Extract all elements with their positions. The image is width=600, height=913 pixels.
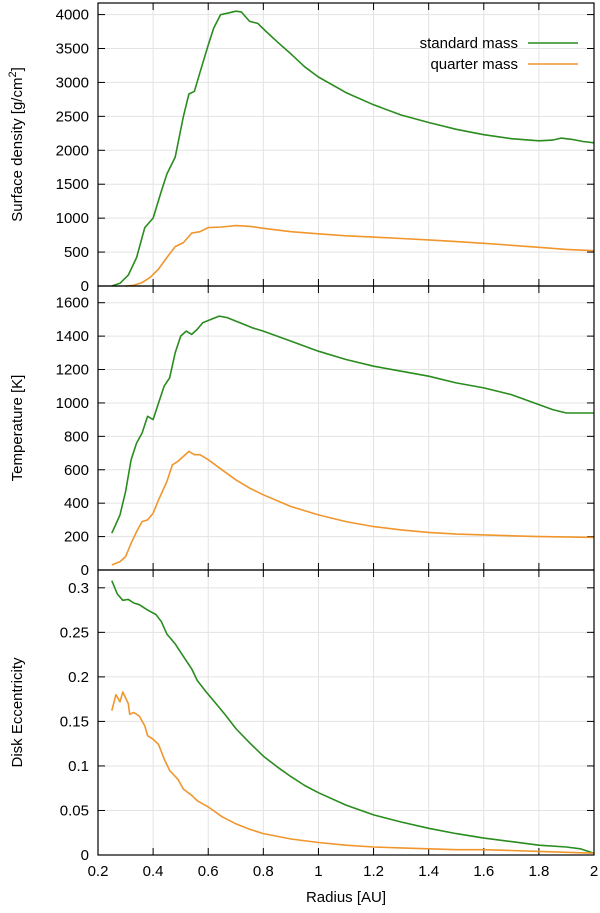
series-line-quarter-mass — [125, 224, 595, 287]
y-tick-label: 1200 — [56, 362, 89, 379]
x-tick-label: 2 — [590, 863, 598, 880]
y-tick-label: 0.05 — [60, 802, 89, 819]
y-tick-label: 400 — [64, 495, 89, 512]
x-tick-label: 1 — [314, 863, 322, 880]
y-tick-label: 600 — [64, 462, 89, 479]
plot-frame — [97, 285, 595, 571]
y-tick-label: 1600 — [56, 295, 89, 312]
y-tick-label: 0 — [81, 562, 89, 579]
y-tick-label: 2000 — [56, 142, 89, 159]
plot-frame — [97, 569, 595, 856]
y-tick-label: 4000 — [56, 7, 89, 24]
y-axis-label: Disk Eccentricity — [9, 657, 26, 768]
series-line-standard-mass — [111, 580, 595, 854]
y-tick-label: 0.3 — [68, 580, 89, 597]
x-tick-label: 1.4 — [418, 863, 439, 880]
x-tick-label: 1.2 — [363, 863, 384, 880]
y-tick-label: 1000 — [56, 210, 89, 227]
legend-label: quarter mass — [430, 56, 518, 73]
x-tick-label: 0.6 — [198, 863, 219, 880]
x-tick-label: 0.2 — [88, 863, 109, 880]
series-line-quarter-mass — [111, 691, 595, 854]
legend-label: standard mass — [420, 35, 518, 52]
y-tick-label: 0 — [81, 278, 89, 295]
y-tick-label: 200 — [64, 529, 89, 546]
y-tick-label: 800 — [64, 428, 89, 445]
y-tick-label: 1400 — [56, 328, 89, 345]
y-tick-label: 3000 — [56, 74, 89, 91]
series-line-standard-mass — [111, 10, 595, 287]
x-tick-label: 1.6 — [473, 863, 494, 880]
y-axis-label: Surface density [g/cm2] — [7, 67, 26, 222]
y-axis-label: Temperature [K] — [9, 375, 26, 482]
y-tick-label: 0.2 — [68, 669, 89, 686]
y-tick-label: 0.15 — [60, 713, 89, 730]
y-tick-label: 0.1 — [68, 758, 89, 775]
x-tick-label: 0.4 — [143, 863, 164, 880]
x-axis-label: Radius [AU] — [306, 889, 386, 906]
y-tick-label: 2500 — [56, 108, 89, 125]
y-tick-label: 0.25 — [60, 624, 89, 641]
series-line-quarter-mass — [111, 450, 595, 566]
series-line-standard-mass — [111, 315, 594, 534]
x-tick-label: 1.8 — [528, 863, 549, 880]
y-tick-label: 1500 — [56, 176, 89, 193]
y-tick-label: 0 — [81, 847, 89, 864]
plot-frame — [97, 2, 595, 287]
y-tick-label: 500 — [64, 244, 89, 261]
y-tick-label: 3500 — [56, 41, 89, 58]
y-tick-label: 1000 — [56, 395, 89, 412]
x-tick-label: 0.8 — [253, 863, 274, 880]
